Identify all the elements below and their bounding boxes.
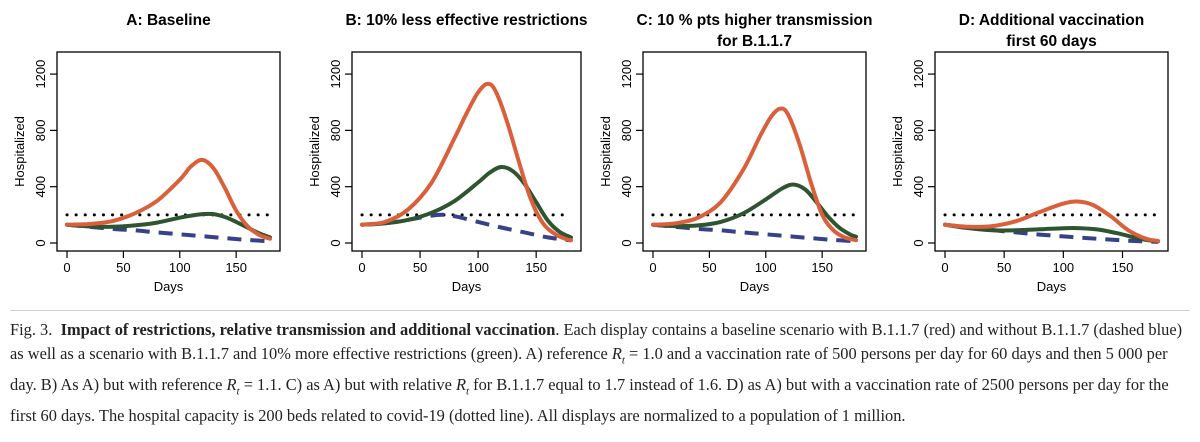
x-tick-label: 100 — [467, 260, 489, 275]
x-axis-label: Days — [1037, 279, 1067, 294]
rt-symbol: Rt — [455, 375, 470, 398]
x-tick-label: 0 — [63, 260, 70, 275]
series-without-b117-dashed — [361, 212, 572, 243]
x-tick-label: 100 — [755, 260, 777, 275]
series-with-b117 — [360, 81, 573, 243]
y-axis-label: Hospitalized — [307, 116, 322, 187]
series-with-b117 — [943, 199, 1160, 243]
plot-frame — [56, 51, 281, 252]
caption-text-1: . Each display contains a baseline scena… — [10, 320, 1183, 364]
y-tick-label: 800 — [619, 120, 634, 142]
y-tick-label: 0 — [911, 239, 926, 246]
y-tick-label: 400 — [328, 176, 343, 198]
x-axis-label: Days — [740, 279, 770, 294]
series-with-b117 — [65, 157, 272, 241]
chart-title: D: Additional vaccination — [959, 12, 1144, 29]
plot-frame — [642, 51, 867, 252]
x-tick-label: 150 — [811, 260, 833, 275]
rt-sub: t — [465, 385, 470, 398]
chart-title: C: 10 % pts higher transmission — [637, 12, 873, 29]
x-tick-label: 100 — [169, 260, 191, 275]
plot-frame — [351, 51, 582, 252]
y-axis-label: Hospitalized — [890, 116, 905, 187]
caption-fig-label: Fig. 3. — [10, 320, 53, 339]
x-tick-label: 50 — [997, 260, 1011, 275]
x-tick-label: 0 — [649, 260, 656, 275]
rt-sub: t — [236, 385, 240, 398]
x-axis-label: Days — [154, 279, 184, 294]
caption-divider — [10, 310, 1190, 311]
y-tick-label: 400 — [33, 176, 48, 198]
y-tick-label: 400 — [911, 176, 926, 198]
x-tick-label: 50 — [413, 260, 427, 275]
y-tick-label: 800 — [328, 120, 343, 142]
rt-symbol: Rt — [226, 375, 240, 398]
y-tick-label: 800 — [911, 120, 926, 142]
rt-symbol: Rt — [611, 344, 625, 366]
x-tick-label: 150 — [1112, 260, 1134, 275]
y-tick-label: 400 — [619, 176, 634, 198]
chart-title: A: Baseline — [126, 12, 211, 29]
y-tick-label: 1200 — [619, 60, 634, 89]
chart-title: B: 10% less effective restrictions — [345, 12, 587, 29]
chart-panel-c: C: 10 % pts higher transmission for B.1.1… — [598, 12, 873, 294]
y-tick-label: 0 — [328, 239, 343, 246]
y-tick-label: 1200 — [911, 60, 926, 89]
x-tick-label: 50 — [116, 260, 130, 275]
x-axis-label: Days — [452, 279, 482, 294]
y-tick-label: 800 — [33, 120, 48, 142]
rt-main: R — [226, 375, 237, 395]
y-tick-label: 1200 — [328, 60, 343, 89]
y-axis-label: Hospitalized — [12, 116, 27, 187]
caption-lead: Impact of restrictions, relative transmi… — [60, 320, 556, 339]
chart-title: for B.1.1.7 — [717, 33, 792, 50]
x-tick-label: 150 — [225, 260, 247, 275]
rt-main: R — [455, 375, 466, 395]
plot-frame — [934, 51, 1169, 252]
chart-title: first 60 days — [1006, 33, 1096, 50]
caption-text-2: = 1.0 and a vaccination rate of 500 pers… — [10, 344, 1168, 395]
series-more-restrictions — [943, 222, 1160, 244]
chart-panel-b: B: 10% less effective restrictions 0 400 80… — [307, 12, 588, 294]
y-axis-label: Hospitalized — [598, 116, 613, 187]
x-tick-label: 0 — [941, 260, 948, 275]
figure-caption: Fig. 3. Impact of restrictions, relative… — [10, 318, 1190, 428]
chart-panel-d: D: Additional vaccination first 60 days 0 4… — [890, 12, 1169, 294]
caption-text-4: for B.1.1.7 equal to 1.7 instead of 1.6.… — [10, 375, 1169, 425]
y-tick-label: 0 — [619, 239, 634, 246]
y-tick-label: 0 — [33, 239, 48, 246]
chart-panel-a: A: Baseline 0 400 800 1200 Hospitalized 0 50 100… — [12, 12, 281, 294]
x-tick-label: 150 — [525, 260, 547, 275]
series-more-restrictions — [651, 182, 858, 239]
figure-panels: A: Baseline 0 400 800 1200 Hospitalized 0 50 100… — [12, 12, 1169, 294]
x-tick-label: 100 — [1052, 260, 1074, 275]
x-tick-label: 0 — [358, 260, 365, 275]
series-more-restrictions — [360, 164, 573, 240]
rt-main: R — [611, 344, 622, 364]
series-with-b117 — [651, 106, 858, 243]
y-tick-label: 1200 — [33, 60, 48, 89]
x-tick-label: 50 — [702, 260, 716, 275]
rt-sub: t — [621, 354, 625, 367]
caption-text-3: = 1.1. C) as A) but with relative — [239, 375, 456, 395]
